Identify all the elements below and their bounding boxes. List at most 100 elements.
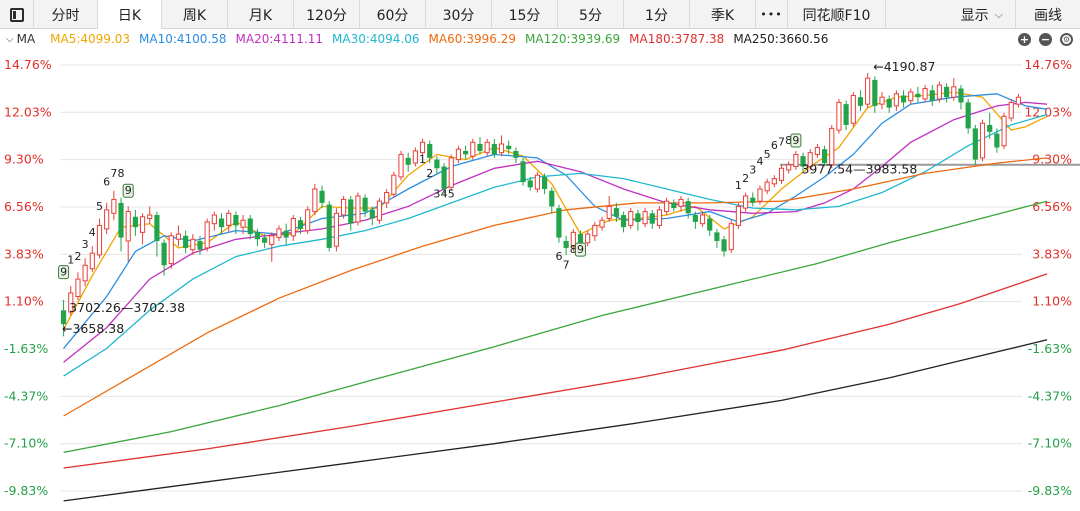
candle-body-down — [685, 201, 691, 214]
tab-period-6[interactable]: 60分 — [360, 0, 426, 29]
y-tick-label-left: -1.63% — [4, 341, 48, 356]
seq-label: 4 — [441, 188, 448, 201]
candle-body-down — [707, 218, 713, 231]
candle-body-up — [829, 127, 835, 166]
candle-body-up — [628, 211, 634, 226]
candle-body-up — [699, 214, 706, 225]
candle-body-up — [936, 84, 943, 100]
candle-body-up — [412, 150, 418, 164]
candle-body-up — [111, 198, 117, 214]
candle-body-up — [570, 231, 576, 247]
candle-body-down — [821, 149, 828, 164]
candle-body-down — [577, 234, 584, 245]
seq-label-box — [574, 242, 586, 257]
ma30-value: MA30:4094.06 — [332, 32, 420, 46]
candle-body-down — [477, 143, 483, 151]
candle-body-up — [656, 209, 663, 226]
tab-period-11[interactable]: 季K — [690, 0, 756, 29]
candle-body-up — [793, 153, 799, 168]
candle-body-down — [197, 241, 203, 250]
candle-body-down — [994, 133, 1000, 148]
seq-label: 1 — [67, 254, 74, 267]
ma60-value: MA60:3996.29 — [428, 32, 517, 46]
seq-label: 9 — [792, 134, 799, 147]
candle-body-up — [1015, 96, 1021, 105]
tab-period-7[interactable]: 30分 — [426, 0, 492, 29]
indicator-name[interactable]: MA — [16, 32, 36, 46]
candle-body-up — [190, 238, 196, 251]
candle-body-up — [850, 94, 856, 124]
candle-body-down — [549, 190, 555, 207]
tab-period-9[interactable]: 5分 — [558, 0, 624, 29]
y-tick-label-left: -9.83% — [4, 483, 48, 498]
seq-label-box — [790, 133, 802, 148]
ma-indicator-bar: ⌵ MA MA5:4099.03 MA10:4100.58 MA20:4111.… — [0, 29, 1080, 49]
minus-icon[interactable]: − — [1039, 33, 1052, 46]
tab-period-10[interactable]: 1分 — [624, 0, 690, 29]
kline-chart[interactable]: 14.76% 14.76%12.03% 12.03%9.30% 9.30%6.56% 6… — [0, 49, 1080, 511]
candle-body-down — [613, 208, 619, 217]
candle-body-up — [75, 278, 81, 297]
candle-body-down — [800, 156, 806, 167]
draw-line-button[interactable]: 画线 — [1034, 7, 1062, 24]
candle-body-up — [778, 167, 785, 181]
display-dropdown[interactable]: 显示 ⌵ — [886, 0, 1016, 29]
ma-line-ma20 — [63, 101, 1048, 363]
candle-body-up — [599, 219, 605, 228]
candle-body-down — [513, 150, 519, 158]
candle-body-up — [484, 141, 490, 154]
candle-body-down — [714, 232, 720, 242]
candle-body-down — [506, 145, 512, 150]
tab-period-8[interactable]: 15分 — [492, 0, 558, 29]
candle-body-down — [929, 90, 935, 101]
candle-body-down — [965, 102, 971, 129]
tab-period-2[interactable]: 日K — [98, 0, 162, 29]
collapse-chevron-icon[interactable]: ⌵ — [6, 33, 14, 45]
candle-body-up — [340, 198, 347, 216]
y-tick-label-right: -1.63% — [1028, 341, 1072, 356]
y-tick-label-left: 1.10% — [4, 294, 44, 309]
tab-period-5[interactable]: 120分 — [294, 0, 360, 29]
candle-body-up — [125, 211, 131, 242]
candle-body-down — [556, 208, 562, 238]
more-periods-button[interactable]: ••• — [756, 0, 788, 29]
tab-period-4[interactable]: 月K — [228, 0, 294, 29]
candle-body-up — [814, 146, 820, 155]
candle-body-down — [233, 215, 239, 226]
candle-body-up — [728, 223, 734, 251]
candle-body-down — [900, 95, 907, 103]
f10-button[interactable]: 同花顺F10 — [788, 0, 886, 29]
candle-body-down — [750, 197, 756, 203]
ma-line-ma10 — [63, 93, 1048, 349]
ma-line-ma30 — [63, 113, 1048, 377]
tab-period-1[interactable]: 分时 — [34, 0, 98, 29]
seq-label: 6 — [555, 250, 562, 263]
candle-body-up — [865, 77, 871, 105]
candle-body-down — [218, 218, 225, 228]
ma20-value: MA20:4111.11 — [235, 32, 324, 46]
seq-label: 5 — [448, 188, 455, 201]
candle-body-up — [664, 200, 670, 213]
candle-body-up — [771, 178, 777, 185]
settings-icon[interactable]: ⚙ — [1060, 33, 1073, 46]
candle-body-up — [1008, 101, 1014, 119]
candle-body-up — [735, 205, 742, 226]
panel-toggle-button[interactable] — [0, 0, 34, 29]
plus-icon[interactable]: + — [1018, 33, 1031, 46]
candle-body-down — [987, 124, 993, 132]
seq-label: 3 — [433, 188, 440, 201]
y-tick-label-left: -7.10% — [4, 436, 48, 451]
candle-body-down — [857, 97, 864, 106]
tab-period-3[interactable]: 周K — [162, 0, 228, 29]
ma180-value: MA180:3787.38 — [629, 32, 725, 46]
candle-body-up — [226, 212, 232, 226]
candle-body-up — [398, 153, 404, 178]
candle-body-down — [563, 241, 569, 248]
seq-label: 8 — [570, 243, 577, 256]
candle-body-up — [355, 195, 361, 223]
y-tick-label-right: 14.76% — [1024, 57, 1072, 72]
candle-body-down — [161, 242, 167, 266]
seq-label: 2 — [742, 172, 749, 185]
y-tick-label-left: 9.30% — [4, 152, 44, 167]
candle-body-up — [592, 224, 598, 237]
